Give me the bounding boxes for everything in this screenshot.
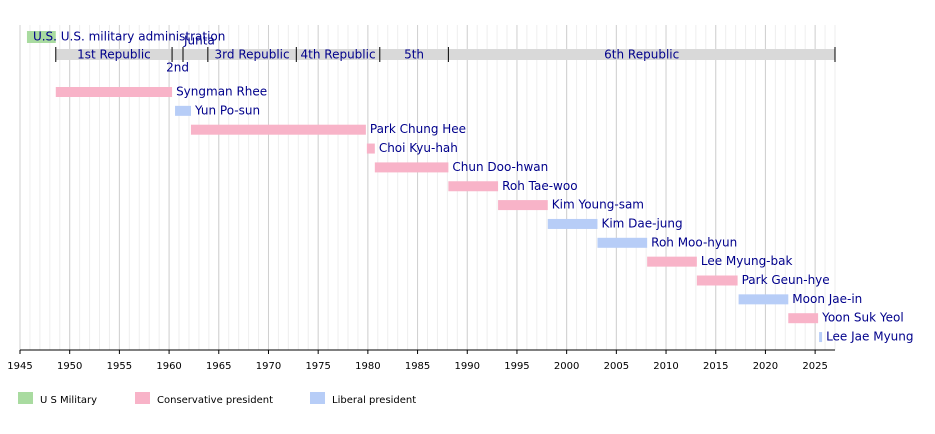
president-bar	[738, 294, 789, 305]
president-label: Park Geun-hye	[742, 273, 830, 287]
period-label: 1st Republic	[77, 48, 151, 62]
president-label: Kim Young-sam	[552, 198, 644, 212]
x-tick-label: 1945	[7, 361, 32, 372]
president-label: Roh Tae-woo	[502, 179, 577, 193]
president-label: Choi Kyu-hah	[379, 141, 458, 155]
legend-swatch	[18, 392, 33, 404]
period-bar	[296, 49, 380, 60]
president-bar	[374, 162, 449, 173]
president-label: Syngman Rhee	[176, 85, 267, 99]
president-bar	[819, 332, 823, 343]
president-label: Yoon Suk Yeol	[821, 311, 904, 325]
president-bar	[647, 256, 697, 267]
administration-bar	[26, 31, 56, 43]
president-bar	[190, 124, 366, 135]
x-tick-label: 2000	[554, 361, 579, 372]
president-bar	[696, 275, 738, 286]
president-label: Yun Po-sun	[194, 103, 260, 117]
x-tick-label: 1965	[206, 361, 231, 372]
president-bar	[788, 313, 819, 324]
x-tick-label: 1975	[305, 361, 330, 372]
legend-swatch	[310, 392, 325, 404]
period-label: 4th Republic	[301, 48, 376, 62]
x-tick-label: 1985	[405, 361, 430, 372]
president-bar	[547, 218, 598, 229]
period-label: Junta	[183, 34, 215, 48]
president-label: Chun Doo-hwan	[452, 160, 548, 174]
period-bar	[448, 49, 835, 60]
president-bar	[597, 237, 648, 248]
x-tick-label: 2005	[604, 361, 629, 372]
x-tick-label: 1995	[504, 361, 529, 372]
period-bar	[379, 49, 449, 60]
president-label: Kim Dae-jung	[601, 216, 682, 230]
president-label: Lee Myung-bak	[701, 254, 793, 268]
legend-label: Liberal president	[332, 395, 416, 406]
president-label: Lee Jae Myung	[826, 330, 913, 344]
x-tick-label: 2010	[653, 361, 678, 372]
president-bar	[498, 200, 548, 211]
x-tick-label: 2020	[753, 361, 778, 372]
period-bar	[172, 49, 183, 60]
legend-swatch	[135, 392, 150, 404]
president-bar	[448, 181, 499, 192]
period-label: 3rd Republic	[215, 48, 290, 62]
x-tick-label: 1950	[57, 361, 82, 372]
x-tick-label: 1955	[107, 361, 132, 372]
legend-label: Conservative president	[157, 395, 273, 406]
period-label: 2nd	[166, 61, 189, 75]
administration-short: U.S.	[33, 30, 57, 44]
president-label: Roh Moo-hyun	[651, 235, 737, 249]
x-tick-label: 2015	[703, 361, 728, 372]
x-tick-label: 1960	[156, 361, 181, 372]
president-bar	[175, 105, 191, 116]
x-tick-label: 1970	[256, 361, 281, 372]
president-bar	[55, 87, 173, 97]
administration-label: U.S. military administration	[61, 30, 226, 44]
period-label: 5th	[404, 48, 424, 62]
president-bar	[366, 143, 375, 154]
legend-label: U S Military	[40, 395, 97, 406]
x-tick-label: 1980	[355, 361, 380, 372]
period-label: 6th Republic	[604, 48, 679, 62]
president-label: Moon Jae-in	[792, 292, 862, 306]
x-tick-label: 1990	[455, 361, 480, 372]
period-bar	[207, 49, 297, 60]
president-label: Park Chung Hee	[370, 122, 466, 136]
x-tick-label: 2025	[802, 361, 827, 372]
period-bar	[55, 49, 173, 60]
period-bar	[183, 49, 208, 60]
